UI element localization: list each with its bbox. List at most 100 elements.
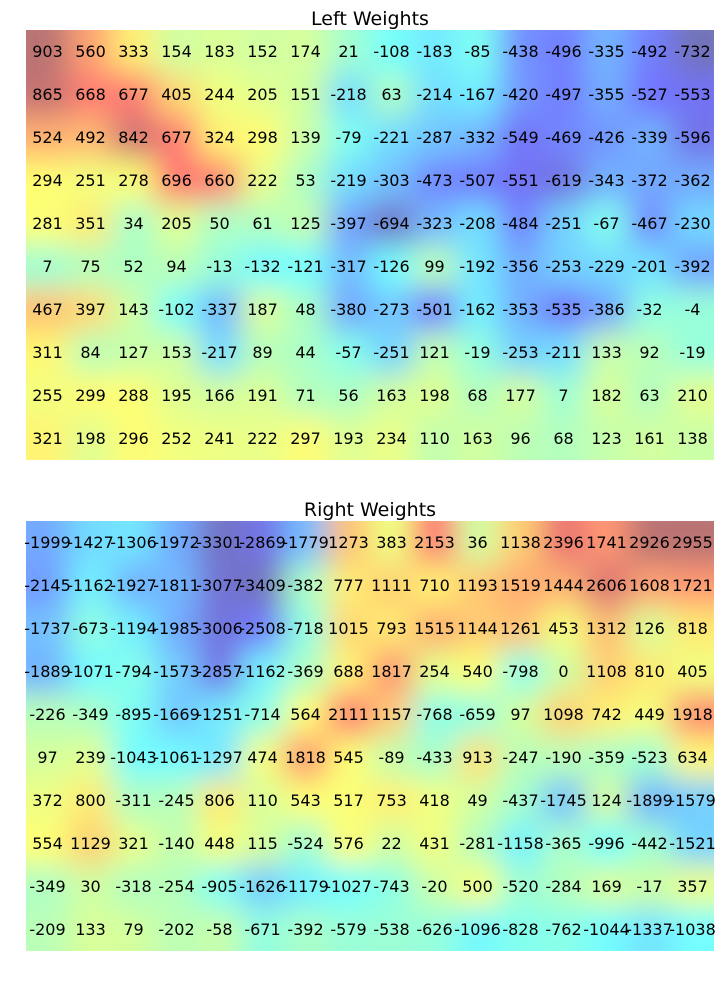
right-heat-cell: [26, 736, 70, 780]
left-heat-cell: [413, 374, 457, 418]
left-cell-value: -332: [459, 128, 495, 147]
left-cell-value: -57: [335, 343, 361, 362]
right-heat-cell: [370, 564, 414, 608]
right-heat-cell: [370, 650, 414, 694]
left-heat-cell: [456, 202, 500, 246]
left-cell-value: -469: [545, 128, 581, 147]
left-cell-value: 174: [290, 42, 321, 61]
right-cell-value: 1144: [457, 619, 498, 638]
left-cell-value: -335: [588, 42, 624, 61]
right-weights-heatmap: [26, 521, 714, 951]
right-heat-cell: [370, 865, 414, 909]
right-cell-value: -140: [158, 834, 194, 853]
right-cell-value: -1737: [24, 619, 71, 638]
left-heat-cell: [456, 159, 500, 203]
left-cell-value: 63: [381, 85, 401, 104]
left-heat-cell: [112, 30, 156, 74]
left-cell-value: 143: [118, 300, 149, 319]
right-heat-cell: [671, 779, 714, 823]
right-cell-value: 1108: [586, 662, 627, 681]
left-cell-value: 333: [118, 42, 149, 61]
right-heat-cell: [327, 607, 371, 651]
left-heat-cell: [26, 30, 70, 74]
right-cell-value: -798: [502, 662, 538, 681]
right-cell-value: 1157: [371, 705, 412, 724]
right-heat-cell: [198, 564, 242, 608]
right-cell-value: -365: [545, 834, 581, 853]
right-heat-cell: [241, 607, 285, 651]
right-heat-cell: [198, 736, 242, 780]
right-cell-value: 913: [462, 748, 493, 767]
right-cell-value: 357: [677, 877, 708, 896]
right-cell-value: 453: [548, 619, 579, 638]
right-heat-cell: [284, 865, 328, 909]
left-cell-value: -19: [464, 343, 490, 362]
left-cell-value: 560: [75, 42, 106, 61]
left-heat-cell: [628, 245, 672, 289]
left-heat-cell: [241, 374, 285, 418]
right-heat-cell: [155, 908, 199, 951]
right-cell-value: -1179: [282, 877, 329, 896]
left-cell-value: 255: [32, 386, 63, 405]
right-heat-cell: [69, 779, 113, 823]
right-heat-cell: [585, 736, 629, 780]
right-cell-value: 36: [467, 533, 487, 552]
right-cell-value: 800: [75, 791, 106, 810]
right-heat-cell: [413, 822, 457, 866]
left-heat-cell: [499, 73, 543, 117]
left-heat-cell: [499, 374, 543, 418]
right-cell-value: 133: [75, 920, 106, 939]
right-heat-cell: [112, 693, 156, 737]
left-cell-value: -527: [631, 85, 667, 104]
right-heat-cell: [671, 607, 714, 651]
left-cell-value: -343: [588, 171, 624, 190]
right-heat-cell: [413, 650, 457, 694]
right-cell-value: -245: [158, 791, 194, 810]
right-heat-cell: [499, 865, 543, 909]
left-cell-value: 660: [204, 171, 235, 190]
right-heat-cell: [241, 521, 285, 565]
right-heat-cell: [327, 865, 371, 909]
left-heat-cell: [456, 73, 500, 117]
right-cell-value: -1337: [626, 920, 673, 939]
left-heat-cell: [198, 30, 242, 74]
right-cell-value: -1071: [67, 662, 114, 681]
right-cell-value: -1779: [282, 533, 329, 552]
right-cell-value: -3409: [239, 576, 286, 595]
left-heat-cell: [456, 245, 500, 289]
right-cell-value: -1427: [67, 533, 114, 552]
left-heat-cell: [112, 417, 156, 460]
right-heat-cell: [585, 693, 629, 737]
left-heat-cell: [284, 116, 328, 160]
left-heat-cell: [370, 417, 414, 460]
right-heat-cell: [198, 865, 242, 909]
left-cell-value: 48: [295, 300, 315, 319]
left-cell-value: -208: [459, 214, 495, 233]
right-cell-value: -247: [502, 748, 538, 767]
left-heat-cell: [155, 73, 199, 117]
right-heat-cell: [585, 779, 629, 823]
left-cell-value: 84: [80, 343, 100, 362]
right-heat-cell: [155, 607, 199, 651]
right-cell-value: -202: [158, 920, 194, 939]
left-heat-cell: [585, 202, 629, 246]
left-heat-cell: [628, 30, 672, 74]
left-cell-value: 163: [462, 429, 493, 448]
left-cell-value: -317: [330, 257, 366, 276]
right-heat-cell: [26, 607, 70, 651]
left-heat-cell: [499, 417, 543, 460]
left-cell-value: 298: [247, 128, 278, 147]
right-heat-cell: [370, 822, 414, 866]
right-heat-cell: [327, 779, 371, 823]
right-cell-value: -1096: [454, 920, 501, 939]
right-heat-cell: [69, 650, 113, 694]
left-cell-value: -229: [588, 257, 624, 276]
left-heat-cell: [284, 202, 328, 246]
left-cell-value: 842: [118, 128, 149, 147]
left-heat-cell: [542, 116, 586, 160]
left-cell-value: -217: [201, 343, 237, 362]
left-heat-cell: [198, 417, 242, 460]
right-heat-cell: [671, 736, 714, 780]
right-heat-cell: [155, 822, 199, 866]
right-heat-cell: [671, 693, 714, 737]
